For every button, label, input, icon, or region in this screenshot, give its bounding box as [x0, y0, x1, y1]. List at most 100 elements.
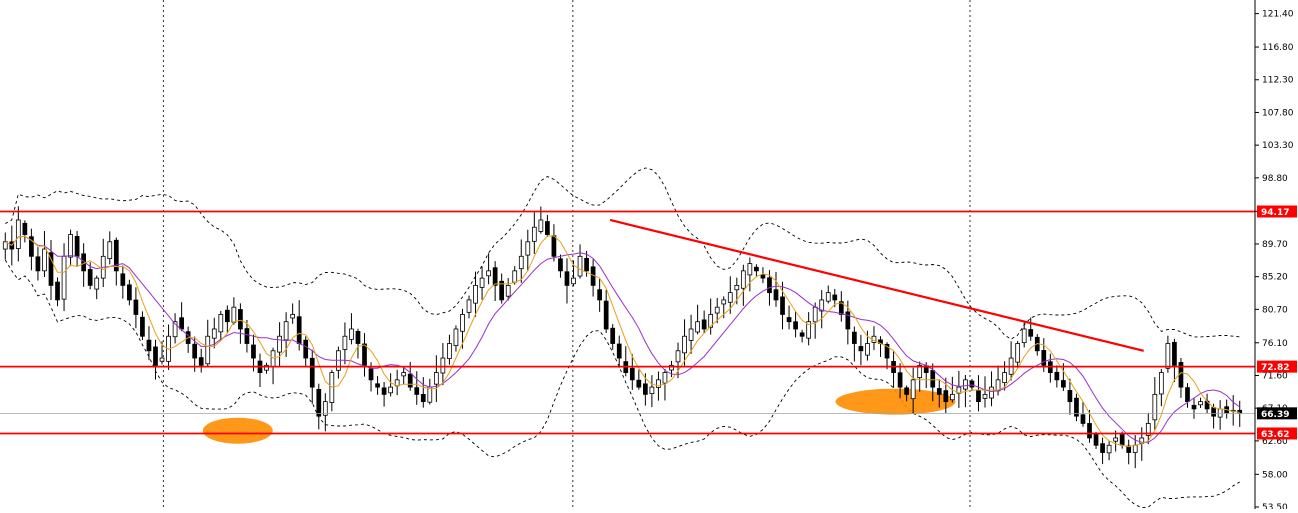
candle-body — [231, 306, 237, 323]
candle-body — [381, 387, 387, 395]
lower-envelope-line — [4, 259, 1240, 509]
highlight-ellipses — [202, 388, 956, 444]
horizontal-levels — [0, 210, 1255, 435]
candle-body — [414, 387, 420, 395]
candle-body — [982, 393, 988, 399]
candle-body — [584, 257, 589, 272]
candle-body — [407, 373, 413, 388]
candle-body — [1061, 380, 1066, 388]
candle-body — [22, 222, 28, 235]
price-tick-label: 62.60 — [1262, 437, 1288, 447]
candle-body — [486, 270, 491, 277]
candle-body — [120, 273, 126, 286]
candle-body — [283, 321, 289, 341]
price-tick-label: 80.70 — [1262, 305, 1288, 315]
candle-body — [1093, 434, 1099, 446]
candle-body — [949, 393, 955, 401]
candle-body — [1113, 437, 1118, 442]
candle-body — [963, 379, 968, 390]
candle-body — [15, 219, 21, 249]
candle-body — [368, 368, 374, 381]
price-tick-label: 107.80 — [1262, 108, 1294, 118]
candle-body — [701, 319, 707, 330]
candle-body — [636, 379, 642, 388]
candle-body — [1165, 343, 1171, 369]
candle-body — [858, 346, 864, 352]
candle-body — [133, 299, 139, 315]
price-label-text: 72.82 — [1261, 363, 1289, 373]
envelope-bands — [4, 167, 1240, 509]
candle-body — [1074, 397, 1079, 417]
candle-body — [42, 248, 47, 272]
candle-body — [316, 389, 322, 417]
candle-body — [512, 270, 518, 283]
candle-body — [349, 328, 354, 340]
candle-body — [179, 317, 184, 330]
candle-body — [708, 314, 714, 328]
price-tick-label: 89.70 — [1262, 240, 1288, 250]
candle-body — [531, 226, 537, 242]
candle-body — [172, 321, 178, 338]
price-tick-label: 121.40 — [1262, 10, 1294, 20]
candle-body — [473, 284, 478, 304]
candle-body — [107, 241, 113, 260]
descending-trendline — [609, 218, 1144, 352]
candle-body — [1106, 444, 1112, 454]
candle-body — [558, 258, 563, 272]
price-label-box — [1257, 427, 1297, 440]
candle-body — [68, 234, 73, 258]
candle-body — [760, 274, 766, 279]
candle-body — [930, 370, 936, 388]
price-label-box — [1257, 360, 1297, 373]
candle-body — [793, 321, 798, 330]
candle-body — [211, 328, 217, 339]
candle-body — [303, 339, 309, 359]
candle-body — [852, 331, 857, 344]
candle-body — [55, 281, 60, 301]
candle-body — [420, 394, 426, 403]
candle-body — [897, 372, 903, 388]
candle-body — [48, 252, 54, 286]
candle-body — [460, 314, 465, 332]
candle-body — [917, 364, 923, 379]
candle-body — [780, 296, 785, 315]
price-label-box — [1257, 205, 1297, 218]
candle-body — [727, 292, 733, 303]
candle-body — [277, 335, 282, 353]
candle-body — [538, 219, 544, 232]
candle-body — [2, 241, 8, 250]
price-tick-label: 76.10 — [1262, 339, 1288, 349]
candle-body — [577, 255, 583, 277]
candle-body — [714, 306, 720, 314]
candle-body — [87, 269, 93, 286]
candle-body — [322, 401, 328, 416]
candle-body — [29, 236, 34, 257]
candle-body — [375, 383, 380, 388]
candle-body — [1041, 350, 1047, 366]
candle-body — [910, 379, 916, 400]
candle-body — [492, 267, 498, 286]
candle-body — [113, 239, 119, 272]
candle-body — [440, 357, 446, 374]
price-label-text: 94.17 — [1261, 208, 1289, 218]
candle-body — [1152, 393, 1158, 421]
candle-body — [740, 270, 746, 289]
candle-body — [616, 343, 622, 359]
candle-body — [812, 306, 818, 323]
candle-body — [662, 372, 668, 384]
highlight-ellipse — [202, 417, 273, 444]
candle-body — [342, 335, 348, 350]
candle-body — [806, 321, 812, 339]
candle-body — [388, 386, 393, 394]
candle-body — [479, 277, 485, 288]
candle-body — [767, 277, 772, 294]
candle-body — [296, 316, 302, 344]
candle-body — [545, 221, 550, 235]
price-tick-label: 112.30 — [1262, 76, 1294, 86]
candle-body — [401, 372, 407, 377]
price-tick-label: 98.80 — [1262, 174, 1288, 184]
candle-body — [865, 343, 870, 356]
candle-body — [94, 277, 100, 290]
candle-body — [499, 280, 505, 301]
